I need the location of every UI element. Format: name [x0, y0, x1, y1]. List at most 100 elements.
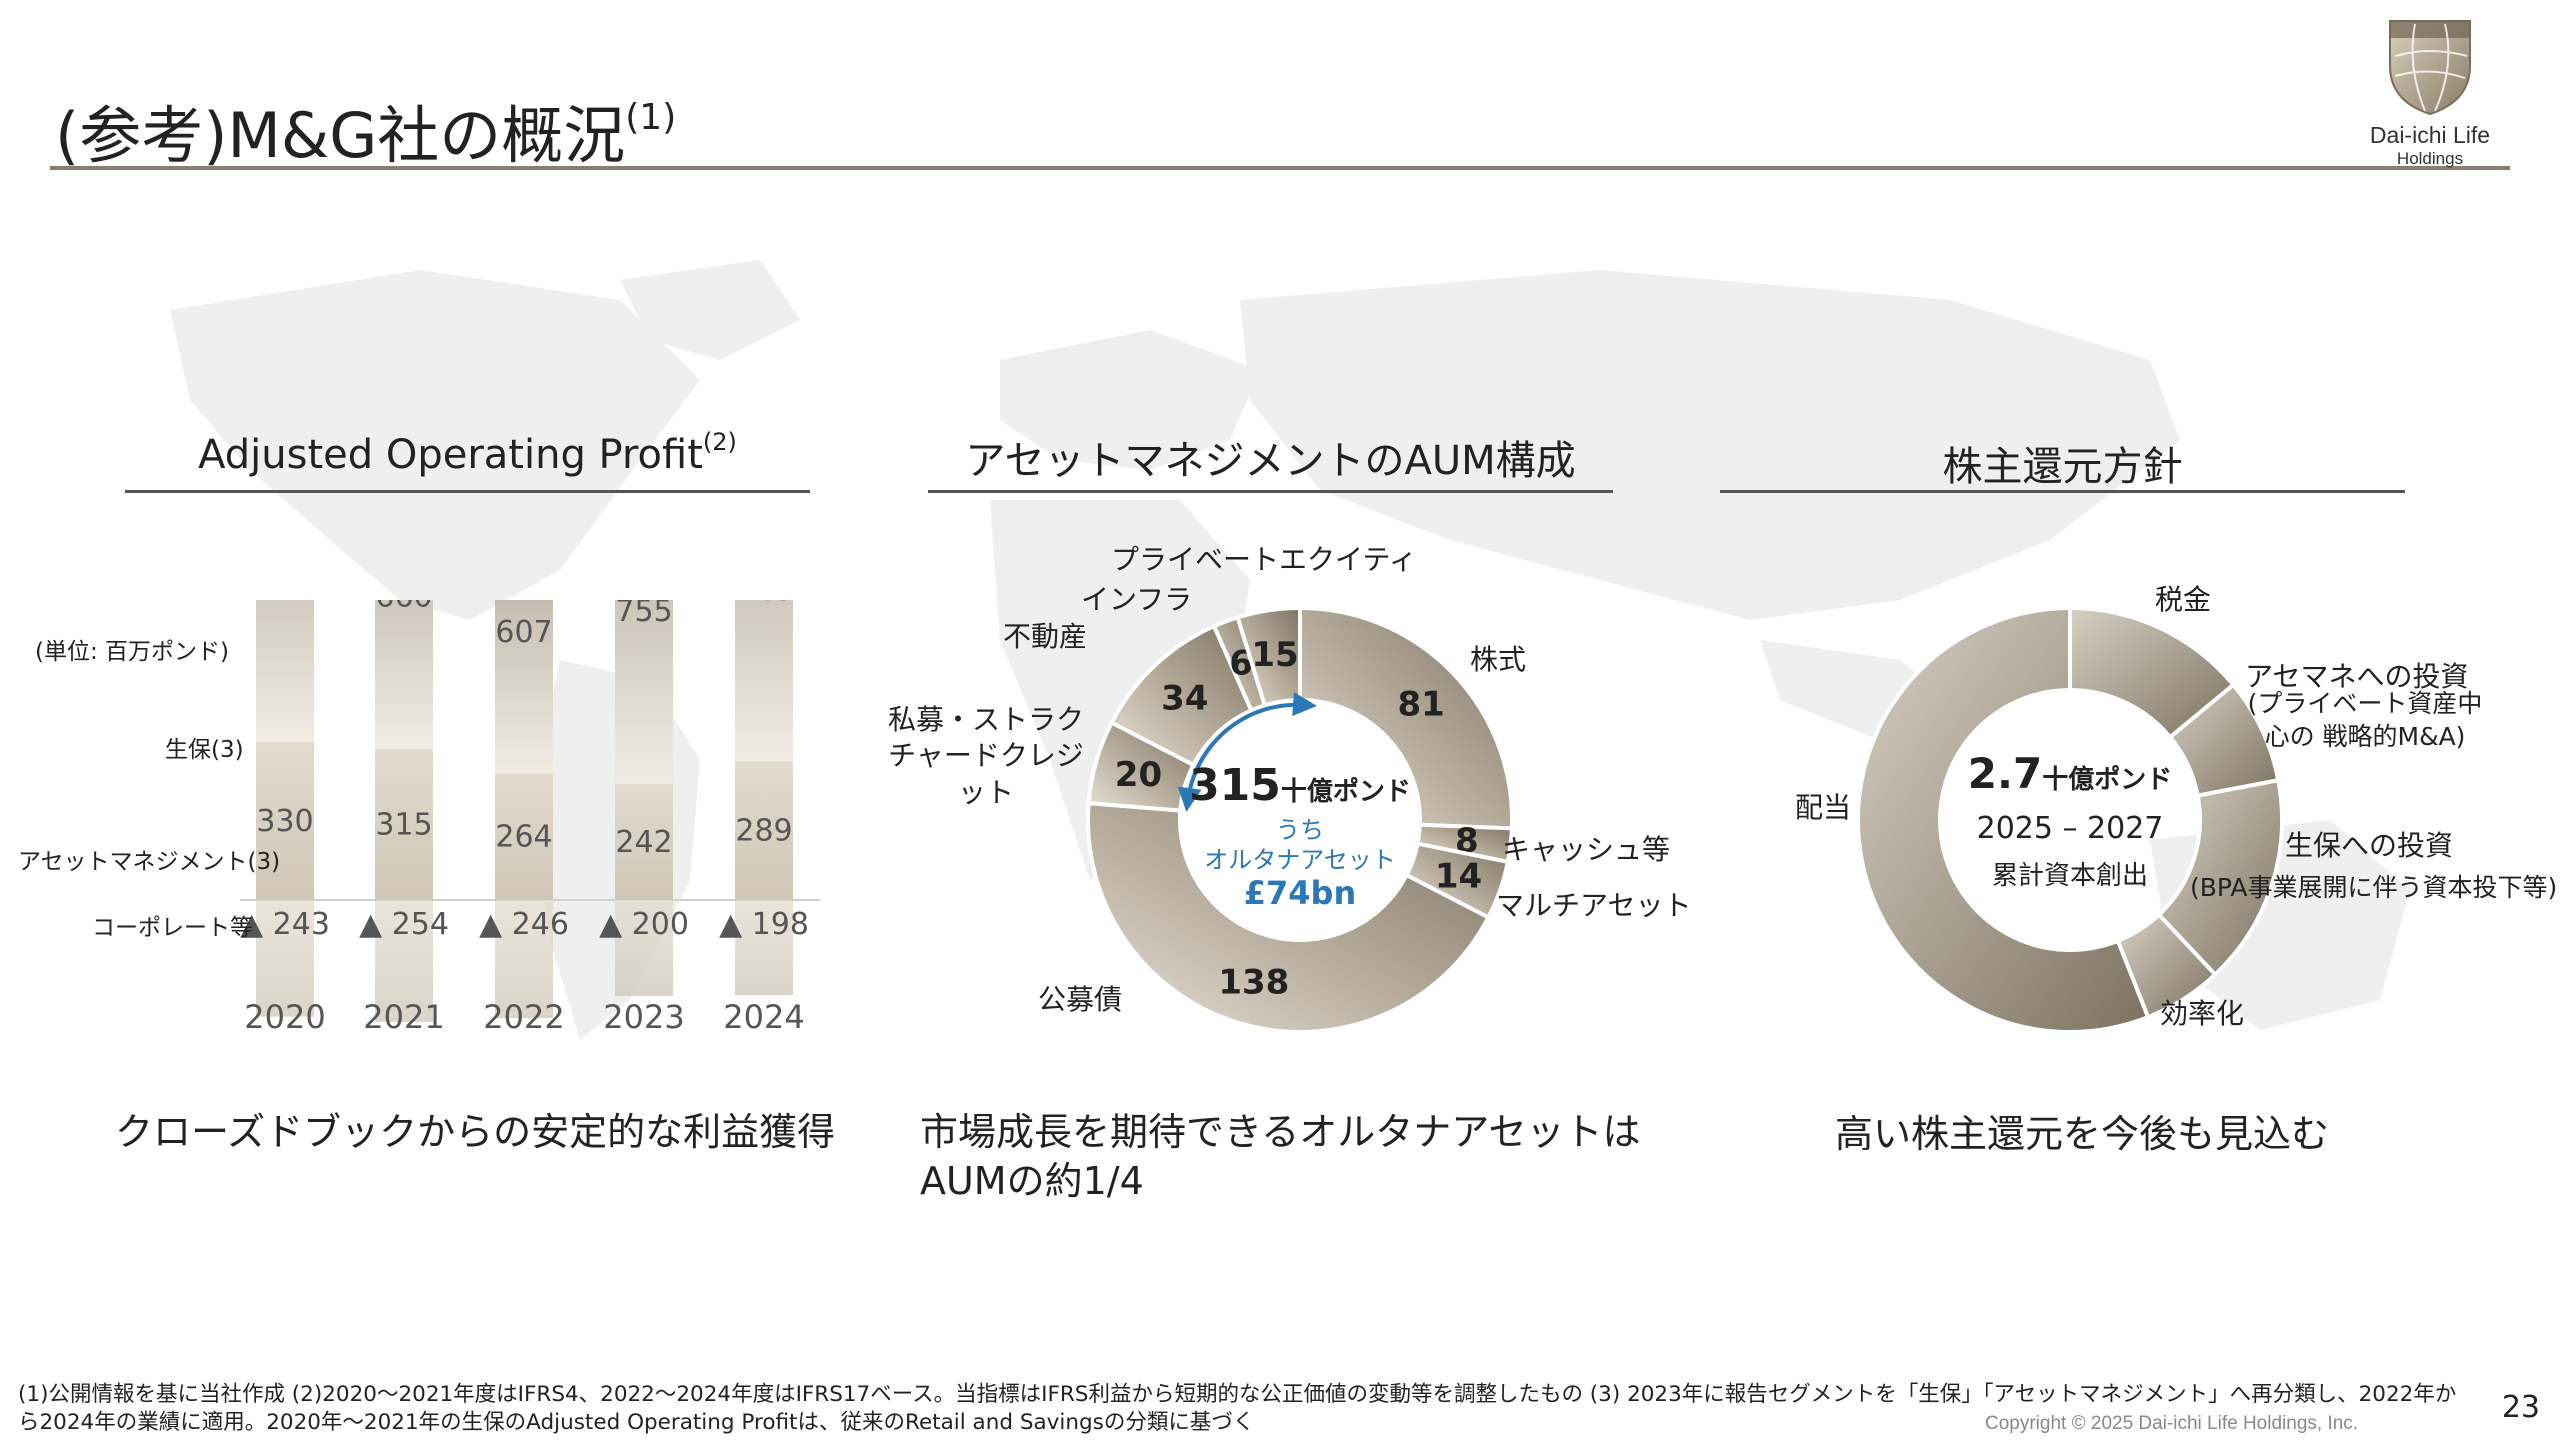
ret-slice-4 — [1856, 605, 2151, 1034]
bar-corporate-2024 — [735, 900, 793, 996]
bar-asset-mgmt-2020 — [256, 741, 314, 900]
corp-label-2020: ▲ 243 — [240, 907, 330, 942]
ret-label-am-invest-note: (プライベート資産中心の 戦略的M&A) — [2247, 689, 2483, 751]
aum-value-3: 138 — [1218, 963, 1289, 1003]
section1-title: Adjusted Operating Profit(2) — [125, 428, 810, 478]
life-label-2023: 755 — [615, 600, 672, 629]
section3-caption: 高い株主還元を今後も見込む — [1835, 1112, 2330, 1156]
company-logo: Dai-ichi Life Holdings — [2325, 16, 2535, 168]
copyright: Copyright © 2025 Dai-ichi Life Holdings,… — [1985, 1413, 2359, 1434]
footnote-line1: (1)公開情報を基に当社作成 (2)2020～2021年度はIFRS4、2022… — [18, 1382, 2457, 1407]
logo-name: Dai-ichi Life — [2369, 122, 2491, 148]
aum-label-real-estate: 不動産 — [1003, 620, 1088, 653]
am-label-2022: 264 — [495, 820, 552, 855]
ret-label-efficiency: 効率化 — [2160, 997, 2245, 1030]
bar-asset-mgmt-2024 — [735, 761, 793, 900]
year-label-2022: 2022 — [483, 998, 564, 1036]
aum-center-sub2: オルタナアセット — [1204, 846, 1396, 874]
aum-center-sub3: £74bn — [1244, 874, 1356, 912]
section2-caption-line2: AUMの約1/4 — [920, 1159, 1144, 1204]
ret-label-am-invest: アセマネへの投資 — [2245, 660, 2469, 693]
bar-life-2024 — [735, 600, 793, 762]
aum-value-7: 15 — [1251, 635, 1298, 675]
corp-label-2021: ▲ 254 — [359, 907, 449, 942]
ret-label-tax: 税金 — [2155, 583, 2212, 616]
aum-label-equity: 株式 — [1470, 643, 1527, 676]
ret-center-number: 2.7 — [1968, 749, 2042, 798]
section2-divider — [928, 490, 1613, 493]
page-number: 23 — [2501, 1390, 2540, 1425]
life-label-2021: 660 — [375, 600, 432, 614]
aum-label-cash: キャッシュ等 — [1502, 833, 1671, 866]
title-divider — [50, 166, 2510, 170]
aum-center-sub1: うち — [1276, 816, 1324, 844]
aum-label-infra: インフラ — [1081, 583, 1193, 616]
aum-value-0: 81 — [1397, 685, 1444, 725]
bar-life-2020 — [256, 600, 314, 742]
page-title-text: (参考)M&G社の概況 — [55, 99, 626, 172]
bar-life-2023 — [615, 600, 673, 784]
aum-value-2: 14 — [1435, 857, 1482, 897]
aum-value-4: 20 — [1115, 755, 1162, 795]
am-label-2021: 315 — [375, 807, 432, 842]
ret-center-label: 累計資本創出 — [1992, 861, 2148, 891]
year-label-2021: 2021 — [363, 998, 444, 1036]
capital-donut-chart: 2.7十億ポンド 2025 – 2027 累計資本創出 — [1856, 605, 2284, 1034]
am-label-2020: 330 — [256, 804, 313, 839]
am-label-2024: 289 — [735, 814, 792, 849]
section2-caption-line1: 市場成長を期待できるオルタナアセットは — [920, 1110, 1641, 1154]
page-title: (参考)M&G社の概況(1) — [55, 85, 676, 175]
am-label-2023: 242 — [615, 825, 672, 860]
bar-corporate-2021 — [375, 900, 433, 1022]
section1-divider — [125, 490, 810, 493]
aop-bar-chart: 788701330▲ 2432020721660315▲ 25420216256… — [240, 600, 820, 1036]
bar-life-2022 — [495, 600, 553, 774]
year-label-2023: 2023 — [603, 998, 684, 1036]
aum-slice-0 — [1298, 605, 1514, 831]
aum-label-multi: マルチアセット — [1496, 889, 1692, 922]
ret-center-value: 2.7十億ポンド — [1968, 749, 2172, 798]
bar-corporate-2022 — [495, 900, 553, 1019]
ret-center-unit: 十億ポンド — [2042, 764, 2172, 795]
aum-label-bonds: 公募債 — [1038, 983, 1123, 1016]
section2-title: アセットマネジメントのAUM構成 — [965, 438, 1576, 484]
bar-corporate-2023 — [615, 900, 673, 996]
section1-caption: クローズドブックからの安定的な利益獲得 — [115, 1110, 836, 1154]
section1-title-text: Adjusted Operating Profit — [198, 432, 703, 478]
aum-slice-3 — [1086, 801, 1492, 1034]
ret-label-life-invest-note: (BPA事業展開に伴う資本投下等) — [2190, 873, 2558, 902]
corp-label-2022: ▲ 246 — [479, 907, 569, 942]
aum-center-number: 315 — [1189, 760, 1281, 811]
year-label-2020: 2020 — [244, 998, 325, 1036]
bar-asset-mgmt-2023 — [615, 783, 673, 900]
corp-label-2023: ▲ 200 — [599, 907, 689, 942]
section3-divider — [1720, 490, 2405, 493]
section1-title-note: (2) — [702, 428, 737, 456]
aum-label-pe: プライベートエクイティ — [1111, 543, 1417, 576]
aum-value-5: 34 — [1161, 679, 1208, 719]
series-label-life: 生保(3) — [165, 737, 244, 763]
section2-caption: 市場成長を期待できるオルタナアセットは AUMの約1/4 — [920, 1108, 1640, 1207]
series-label-corporate: コーポレート等 — [92, 915, 253, 941]
logo-sub: Holdings — [2396, 149, 2464, 168]
corp-label-2024: ▲ 198 — [719, 907, 809, 942]
aum-center-unit: 十億ポンド — [1281, 776, 1411, 807]
bar-life-2021 — [375, 600, 433, 749]
series-label-asset-mgmt: アセットマネジメント(3) — [18, 849, 281, 875]
footnote-line2: ら2024年の業績に適用。2020年～2021年の生保のAdjusted Ope… — [18, 1409, 1255, 1435]
ret-label-life-invest: 生保への投資 — [2285, 829, 2454, 862]
unit-label: (単位: 百万ポンド) — [35, 639, 230, 665]
life-label-2022: 607 — [495, 615, 552, 650]
aum-center-value: 315十億ポンド — [1189, 760, 1411, 811]
bar-asset-mgmt-2022 — [495, 773, 553, 900]
ret-center-period: 2025 – 2027 — [1977, 811, 2164, 846]
life-label-2024: 746 — [735, 600, 792, 608]
page-title-note: (1) — [625, 97, 677, 138]
bar-asset-mgmt-2021 — [375, 748, 433, 900]
aum-label-private-credit: 私募・ストラクチャードクレジット — [887, 703, 1084, 809]
section3-title: 株主還元方針 — [1942, 444, 2183, 490]
shield-logo-icon — [2389, 20, 2471, 116]
year-label-2024: 2024 — [723, 998, 804, 1036]
footnote: (1)公開情報を基に当社作成 (2)2020～2021年度はIFRS4、2022… — [18, 1381, 2458, 1436]
